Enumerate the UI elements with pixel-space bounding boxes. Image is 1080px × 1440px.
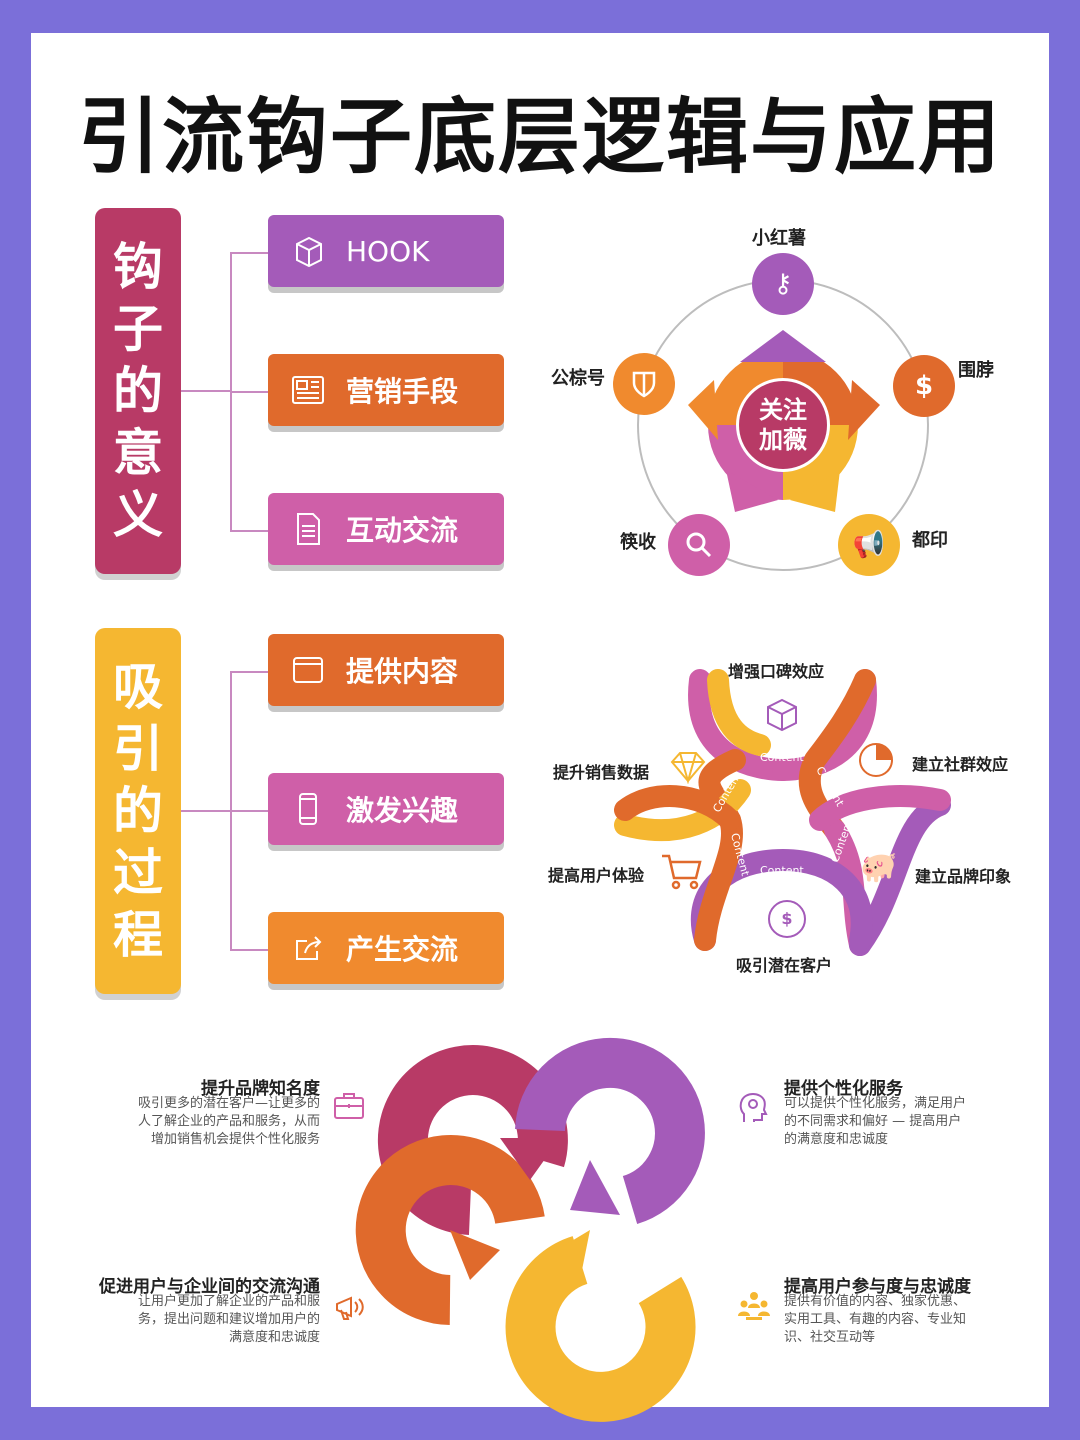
benefit-line: 让用户更加了解企业的产品和服 bbox=[137, 1294, 320, 1309]
connector bbox=[181, 390, 231, 392]
benefit-text: 可以提供个性化服务，满足用户 的不同需求和偏好 — 提高用户 的满意度和忠诚度 bbox=[784, 1095, 1004, 1149]
generate-exchange-button[interactable]: 产生交流 bbox=[268, 912, 504, 984]
node-shield[interactable] bbox=[613, 353, 675, 415]
benefit-line: 满意度和忠诚度 bbox=[228, 1330, 320, 1345]
flower-label: 增强口碑效应 bbox=[728, 662, 825, 681]
button-label: 营销手段 bbox=[346, 375, 459, 408]
newspaper-icon bbox=[288, 370, 328, 410]
button-label: HOOK bbox=[346, 234, 430, 268]
megaphone-icon: 📢 bbox=[852, 530, 886, 560]
benefit-line: 的满意度和忠诚度 bbox=[784, 1132, 889, 1147]
phone-icon bbox=[288, 789, 328, 829]
section2-bar: 吸 引 的 过 程 bbox=[95, 628, 181, 994]
node-money[interactable]: $ bbox=[893, 355, 955, 417]
key-icon: ⚷ bbox=[773, 269, 793, 299]
cube-icon bbox=[288, 231, 328, 271]
button-label: 提供内容 bbox=[346, 655, 459, 688]
connector bbox=[230, 391, 270, 393]
connector bbox=[230, 810, 270, 812]
benefit-title: 提供个性化服务 bbox=[784, 1079, 903, 1099]
benefit-title: 提升品牌知名度 bbox=[201, 1079, 320, 1099]
section1-char: 意 bbox=[113, 424, 163, 482]
magnifier-icon bbox=[686, 532, 712, 558]
section2-char: 吸 bbox=[113, 658, 163, 716]
benefit-line: 实用工具、有趣的内容、专业知 bbox=[784, 1312, 967, 1327]
connector bbox=[230, 252, 270, 254]
spark-interest-button[interactable]: 激发兴趣 bbox=[268, 773, 504, 845]
connector bbox=[230, 671, 270, 673]
team-icon bbox=[736, 1290, 772, 1326]
section2-char: 过 bbox=[113, 844, 163, 902]
hook-button[interactable]: HOOK bbox=[268, 215, 504, 287]
page-title: 引流钩子底层逻辑与应用 bbox=[77, 90, 1002, 185]
shield-icon bbox=[632, 371, 656, 398]
benefit-line: 识、社交互动等 bbox=[784, 1330, 876, 1345]
flower-label: 提高用户体验 bbox=[548, 866, 645, 885]
benefit-line: 人了解企业的产品和服务，从而 bbox=[137, 1114, 320, 1129]
center-line: 关注 bbox=[759, 396, 807, 424]
node-magnifier[interactable] bbox=[668, 514, 730, 576]
diamond-icon bbox=[668, 750, 708, 788]
section2-char: 引 bbox=[113, 720, 163, 778]
benefit-title: 促进用户与企业间的交流沟通 bbox=[99, 1277, 320, 1297]
section1-char: 钩 bbox=[113, 238, 163, 296]
section1-bar: 钩 子 的 意 义 bbox=[95, 208, 181, 574]
node-label: 都印 bbox=[912, 530, 948, 551]
button-label: 产生交流 bbox=[346, 933, 459, 966]
browser-icon bbox=[288, 650, 328, 690]
node-label: 公棕号 bbox=[551, 368, 605, 389]
flower-label: 建立品牌印象 bbox=[915, 867, 1012, 886]
connector bbox=[230, 530, 270, 532]
flower-label: 提升销售数据 bbox=[553, 763, 650, 782]
section1-char: 的 bbox=[113, 362, 163, 420]
benefit-line: 吸引更多的潜在客户—让更多的 bbox=[137, 1096, 320, 1111]
connector bbox=[230, 949, 270, 951]
node-label: 小红薯 bbox=[752, 228, 806, 249]
benefit-line: 务，提出问题和建议增加用户的 bbox=[137, 1312, 320, 1327]
head-gear-icon bbox=[738, 1090, 768, 1128]
flower-label: 吸引潜在客户 bbox=[736, 956, 833, 975]
node-megaphone[interactable]: 📢 bbox=[838, 514, 900, 576]
marketing-button[interactable]: 营销手段 bbox=[268, 354, 504, 426]
benefit-text: 吸引更多的潜在客户—让更多的 人了解企业的产品和服务，从而 增加销售机会提供个性… bbox=[90, 1095, 320, 1149]
pie-icon bbox=[856, 740, 896, 780]
box-icon bbox=[763, 695, 801, 733]
node-label: 围脖 bbox=[958, 360, 994, 381]
benefit-line: 提供有价值的内容、独家优惠、 bbox=[784, 1294, 967, 1309]
interaction-button[interactable]: 互动交流 bbox=[268, 493, 504, 565]
document-icon bbox=[288, 509, 328, 549]
ribbon-label: Content bbox=[760, 751, 804, 764]
connector bbox=[181, 810, 231, 812]
flower-label: 建立社群效应 bbox=[912, 755, 1009, 774]
benefit-line: 可以提供个性化服务，满足用户 bbox=[784, 1096, 967, 1111]
piggy-bank-icon: 🐖 bbox=[860, 850, 898, 885]
poster-card bbox=[31, 33, 1049, 1407]
benefit-line: 的不同需求和偏好 — 提高用户 bbox=[784, 1114, 962, 1129]
money-bag-icon: $ bbox=[914, 371, 934, 401]
node-key[interactable]: ⚷ bbox=[752, 253, 814, 315]
center-line: 加薇 bbox=[759, 426, 807, 454]
section1-char: 子 bbox=[113, 300, 163, 358]
benefit-line: 增加销售机会提供个性化服务 bbox=[150, 1132, 320, 1147]
cart-icon bbox=[660, 852, 704, 896]
share-icon bbox=[288, 928, 328, 968]
benefit-title: 提高用户参与度与忠诚度 bbox=[784, 1277, 971, 1297]
money-icon: $ bbox=[768, 900, 806, 938]
node-label: 筷收 bbox=[620, 532, 656, 553]
benefit-text: 提供有价值的内容、独家优惠、 实用工具、有趣的内容、专业知 识、社交互动等 bbox=[784, 1293, 1004, 1347]
section2-char: 程 bbox=[113, 906, 163, 964]
briefcase-icon bbox=[333, 1090, 365, 1124]
benefit-text: 让用户更加了解企业的产品和服 务，提出问题和建议增加用户的 满意度和忠诚度 bbox=[90, 1293, 320, 1347]
cycle-center-text: 关注 加薇 bbox=[739, 395, 827, 455]
button-label: 互动交流 bbox=[346, 514, 459, 547]
megaphone-icon bbox=[333, 1292, 367, 1326]
provide-content-button[interactable]: 提供内容 bbox=[268, 634, 504, 706]
section2-char: 的 bbox=[113, 782, 163, 840]
button-label: 激发兴趣 bbox=[346, 794, 459, 827]
section1-char: 义 bbox=[113, 486, 163, 544]
ribbon-label: Content bbox=[760, 864, 804, 877]
